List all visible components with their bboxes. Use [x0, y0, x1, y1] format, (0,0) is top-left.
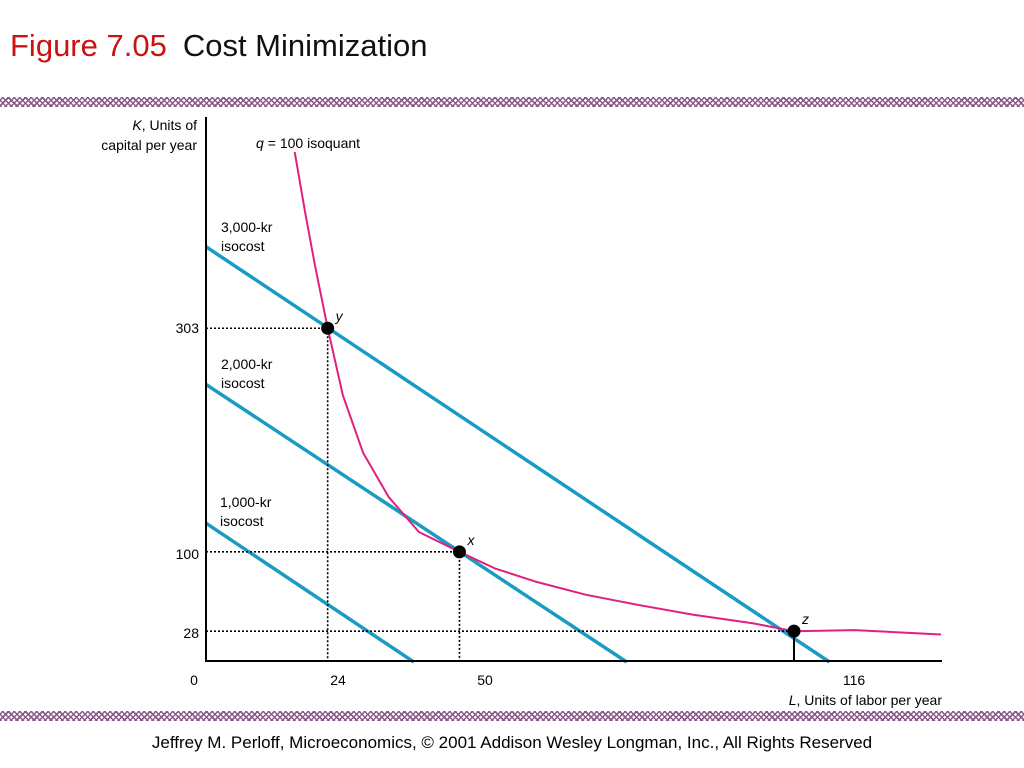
x-tick-label-50: 50 — [477, 672, 493, 688]
isocost-1000-label-line2: isocost — [220, 513, 264, 529]
x-tick-label-0: 0 — [190, 672, 198, 688]
isocost-lines — [205, 245, 831, 664]
y-axis-label-line2: capital per year — [101, 137, 197, 153]
isocost-1000-line — [205, 521, 415, 664]
x-tick-label-116: 116 — [843, 672, 866, 688]
axes — [205, 117, 942, 662]
isocost-2000-line — [205, 382, 628, 664]
point-x — [452, 545, 466, 559]
slide-title: Figure 7.05 Cost Minimization — [10, 26, 427, 66]
isoquant-curve — [293, 151, 942, 636]
point-y — [321, 321, 335, 335]
top-divider-band — [0, 97, 1024, 107]
point-label-z: z — [801, 611, 809, 627]
isocost-1000-label-line1: 1,000-kr — [220, 494, 272, 510]
figure-title: Cost Minimization — [182, 28, 428, 63]
x-axis-label: L, Units of labor per year — [789, 692, 943, 708]
x-tick-label-24: 24 — [330, 672, 346, 688]
bottom-divider-band — [0, 711, 1024, 721]
isoquant-layer — [293, 151, 942, 636]
isocost-3000-label-line2: isocost — [221, 238, 265, 254]
points: y x z — [321, 308, 809, 638]
y-tick-label-303: 303 — [176, 320, 200, 336]
isoquant-label: q = 100 isoquant — [256, 135, 360, 151]
y-tick-label-100: 100 — [176, 546, 200, 562]
isocost-3000-line — [205, 245, 831, 664]
isocost-3000-label-line1: 3,000-kr — [221, 219, 273, 235]
copyright-footer: Jeffrey M. Perloff, Microeconomics, © 20… — [151, 733, 873, 752]
point-label-x: x — [466, 532, 475, 548]
isocost-2000-label-line1: 2,000-kr — [221, 356, 273, 372]
point-label-y: y — [335, 308, 344, 324]
dotted-guides — [206, 327, 795, 662]
point-z — [787, 624, 801, 638]
labels: K, Units of capital per year L, Units of… — [101, 117, 942, 708]
isocost-2000-label-line2: isocost — [221, 375, 265, 391]
y-tick-label-28: 28 — [183, 625, 199, 641]
y-axis-label-line1: K, Units of — [132, 117, 197, 133]
figure-number: Figure 7.05 — [10, 28, 167, 63]
